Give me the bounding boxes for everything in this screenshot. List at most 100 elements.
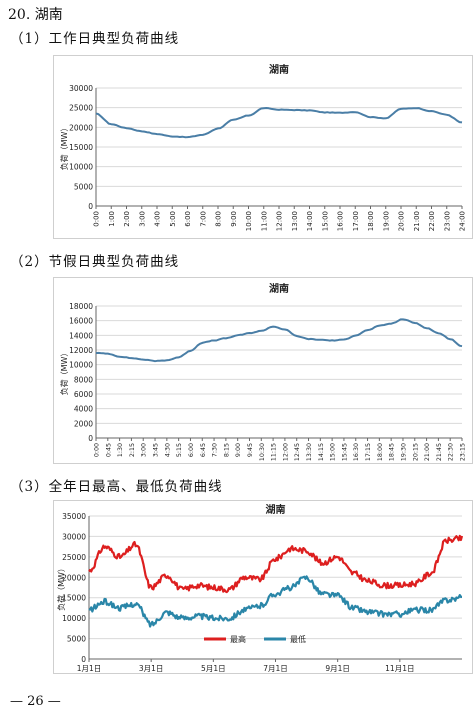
x-tick-label: 14:15	[318, 443, 325, 461]
chart-title: 湖南	[266, 503, 286, 516]
y-tick-label: 8000	[74, 375, 93, 384]
y-tick-label: 5000	[74, 182, 93, 191]
section-heading: 20. 湖南	[8, 7, 63, 23]
x-tick-label: 6:00	[188, 443, 195, 457]
y-tick-label: 30000	[62, 532, 86, 541]
x-tick-label: 2:00	[123, 211, 131, 227]
x-tick-label: 11:15	[271, 443, 278, 461]
legend-label: 最高	[230, 634, 246, 644]
x-tick-label: 10:30	[259, 443, 266, 461]
chart-panel-holiday: 湖南 0 2000 4000 6000 8000 10000 12000 14000 16000 1…	[53, 277, 473, 464]
x-tick-label: 16:00	[337, 211, 345, 231]
y-tick-label: 12000	[69, 346, 93, 355]
series-line-1	[95, 107, 463, 139]
x-tick-label: 24:00	[459, 211, 467, 231]
x-tick-label: 6:00	[184, 211, 192, 227]
x-tick-label: 4:00	[154, 211, 162, 227]
x-tick-label: 13:00	[291, 211, 299, 231]
x-tick-label: 21:00	[413, 211, 421, 231]
x-tick-label: 13:30	[306, 443, 313, 461]
chart-title: 湖南	[269, 63, 289, 76]
x-tick-label: 21:00	[424, 443, 431, 461]
y-tick-label: 0	[88, 202, 93, 211]
x-tick-label: 0:00	[93, 211, 101, 227]
x-tick-label: 1月1日	[77, 664, 102, 673]
y-tick-label: 30000	[69, 84, 93, 93]
x-tick-label: 7月1日	[263, 664, 288, 673]
x-tick-label: 15:45	[341, 443, 348, 461]
x-tick-label: 12:00	[282, 443, 289, 461]
y-tick-label: 18000	[69, 302, 93, 311]
series-line-1	[88, 534, 464, 594]
y-axis-label: 负荷（MW）	[59, 349, 69, 396]
x-tick-label: 17:00	[352, 211, 360, 231]
x-tick-label: 14:00	[306, 211, 314, 231]
x-tick-label: 10:00	[245, 211, 253, 231]
annual-load-chart: 湖南 0 5000 10000 15000 20000 25000 30000 35000 负荷（…	[56, 503, 464, 673]
y-tick-label: 10000	[62, 614, 86, 623]
x-tick-label: 18:45	[389, 443, 396, 461]
x-tick-label: 8:00	[215, 211, 223, 227]
subsection-title-holiday: （2）节假日典型负荷曲线	[10, 254, 180, 270]
x-tick-label: 3:45	[153, 443, 160, 457]
y-axis-label: 负荷（MW）	[56, 564, 66, 611]
y-tick-label: 0	[81, 655, 86, 664]
x-tick-label: 2:15	[129, 443, 136, 457]
y-tick-label: 15000	[62, 594, 86, 603]
y-tick-label: 2000	[74, 419, 93, 428]
x-tick-label: 15:00	[330, 443, 337, 461]
x-tick-label: 8:15	[223, 443, 230, 457]
x-tick-label: 23:00	[443, 211, 451, 231]
x-tick-label: 1:30	[117, 443, 124, 457]
x-tick-label: 5:15	[176, 443, 183, 457]
x-tick-label: 16:30	[353, 443, 360, 461]
series-line-1	[95, 318, 463, 363]
x-tick-label: 11月1日	[385, 664, 414, 673]
x-tick-label: 17:15	[365, 443, 372, 461]
legend-label: 最低	[290, 634, 306, 644]
x-tick-label: 7:00	[199, 211, 207, 227]
y-tick-label: 5000	[67, 635, 86, 644]
x-tick-label: 5月1日	[201, 664, 226, 673]
chart-panel-workday: 湖南 0 5000 10000 15000 20000 25000 30000 负荷（MW） 0:…	[53, 55, 473, 239]
x-tick-label: 7:30	[212, 443, 219, 457]
x-tick-label: 20:15	[412, 443, 419, 461]
y-tick-label: 4000	[74, 405, 93, 414]
x-tick-label: 20:00	[398, 211, 406, 231]
y-tick-label: 20000	[69, 123, 93, 132]
x-tick-label: 15:00	[321, 211, 329, 231]
y-tick-label: 20000	[62, 573, 86, 582]
x-tick-label: 3月1日	[139, 664, 164, 673]
x-tick-label: 11:00	[260, 211, 268, 231]
y-tick-label: 15000	[69, 143, 93, 152]
chart-panel-annual: 湖南 0 5000 10000 15000 20000 25000 30000 35000 负荷（…	[53, 500, 473, 674]
x-tick-label: 9月1日	[325, 664, 350, 673]
chart-title: 湖南	[269, 282, 289, 295]
y-tick-label: 0	[88, 434, 93, 443]
x-tick-label: 3:00	[138, 211, 146, 227]
x-tick-label: 21:45	[436, 443, 443, 461]
x-tick-label: 0:00	[94, 443, 101, 457]
x-tick-label: 9:00	[235, 443, 242, 457]
x-tick-label: 5:00	[169, 211, 177, 227]
workday-load-chart: 湖南 0 5000 10000 15000 20000 25000 30000 负荷（MW） 0:…	[59, 63, 467, 231]
x-tick-label: 9:45	[247, 443, 254, 457]
x-tick-label: 22:00	[428, 211, 436, 231]
y-tick-label: 6000	[74, 390, 93, 399]
holiday-load-chart: 湖南 0 2000 4000 6000 8000 10000 12000 14000 16000 1…	[59, 282, 467, 461]
x-tick-label: 23:15	[460, 443, 467, 461]
y-tick-label: 14000	[69, 331, 93, 340]
subsection-title-workday: （1）工作日典型负荷曲线	[10, 31, 180, 47]
y-tick-label: 25000	[69, 104, 93, 113]
y-axis-label: 负荷（MW）	[59, 124, 69, 171]
x-tick-label: 18:00	[377, 443, 384, 461]
x-tick-label: 9:00	[230, 211, 238, 227]
y-tick-label: 10000	[69, 163, 93, 172]
y-tick-label: 25000	[62, 553, 86, 562]
x-tick-label: 12:00	[276, 211, 284, 231]
x-tick-label: 18:00	[367, 211, 375, 231]
x-tick-label: 19:00	[382, 211, 390, 231]
subsection-title-annual: （3）全年日最高、最低负荷曲线	[10, 479, 223, 495]
page-number: — 26 —	[10, 694, 61, 709]
y-tick-label: 35000	[62, 512, 86, 521]
